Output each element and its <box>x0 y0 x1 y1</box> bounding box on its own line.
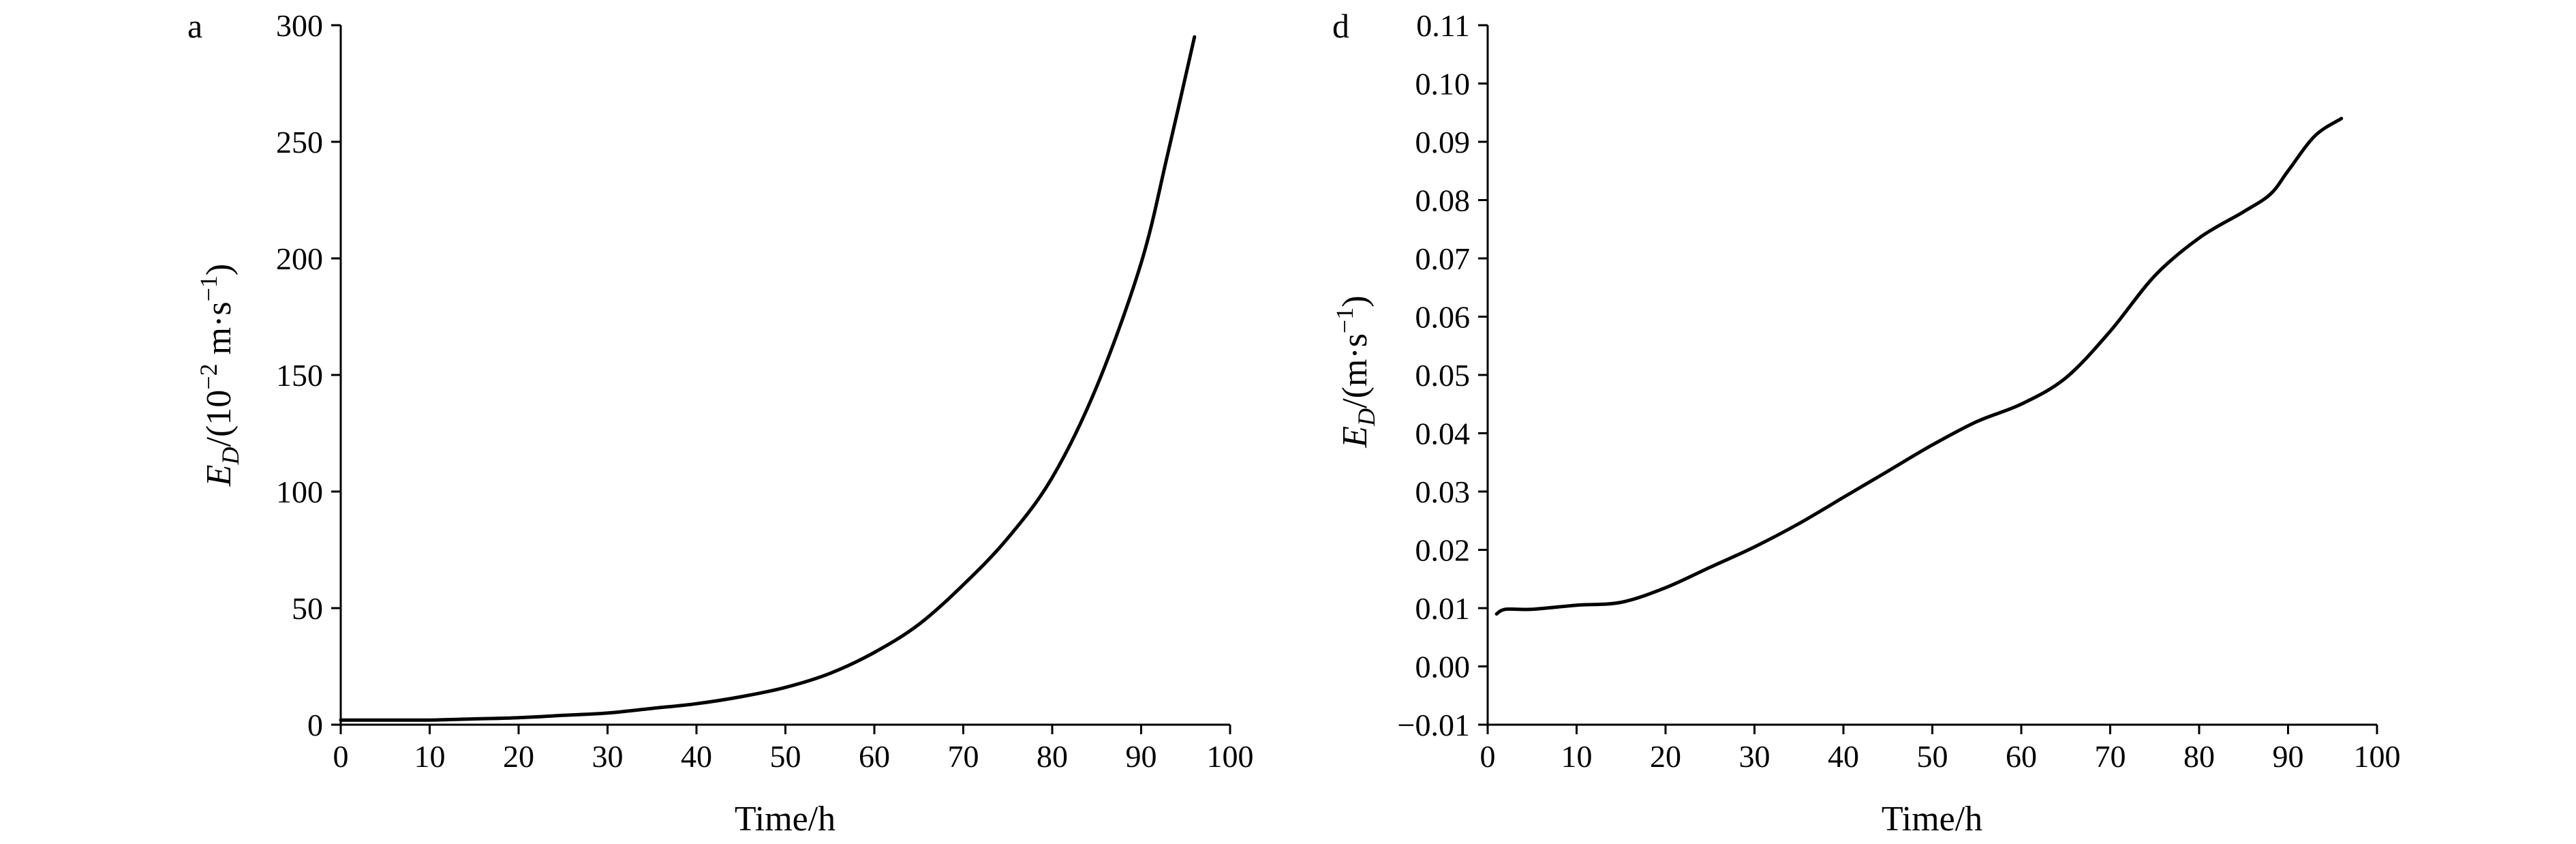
panel-a-y-tick-label: 200 <box>276 241 323 276</box>
panel-d-x-ticks: 0 10 20 30 40 50 60 70 80 90 100 <box>1480 725 2401 774</box>
panel-d-y-tick-label: 0.10 <box>1415 67 1471 102</box>
panel-d-y-tick-label: 0.05 <box>1415 358 1471 393</box>
panel-d-x-tick-label: 80 <box>2183 739 2215 774</box>
panel-a-x-tick-label: 0 <box>333 739 349 774</box>
panel-d-y-title-main: E <box>1336 426 1375 449</box>
panel-a-y-title-exp: −2 <box>195 363 222 389</box>
panel-a-y-tick-label: 150 <box>276 358 323 393</box>
panel-d-y-tick-label: 0.07 <box>1415 241 1471 276</box>
panel-a-y-title-close: ) <box>200 264 239 275</box>
panel-d-x-tick-label: 10 <box>1561 739 1593 774</box>
panel-a-x-tick-label: 40 <box>681 739 712 774</box>
panel-a-series-line-0 <box>339 35 1197 722</box>
panel-a-y-title-unit-rest: m·s <box>200 301 239 363</box>
panel-a-x-tick-label: 80 <box>1037 739 1068 774</box>
panel-a-y-axis-title: ED/(10−2 m·s−1) <box>195 264 244 487</box>
panel-a-x-tick-label: 60 <box>859 739 890 774</box>
panel-d-y-tick-label: 0.03 <box>1415 474 1471 509</box>
panel-a-x-tick-label: 20 <box>503 739 534 774</box>
panel-d-series <box>1494 117 2344 616</box>
panel-d-letter: d <box>1332 7 1349 45</box>
panel-a-y-title-unit: /(10 <box>200 390 239 447</box>
panel-d-x-tick-label: 30 <box>1739 739 1770 774</box>
panel-d-series-line-0 <box>1494 117 2344 616</box>
panel-a-y-title-unit-exp: −1 <box>195 275 222 301</box>
panel-a-x-tick-label: 90 <box>1126 739 1157 774</box>
panel-d-x-tick-label: 40 <box>1828 739 1859 774</box>
panel-a-x-axis-title: Time/h <box>735 800 835 839</box>
panel-d-y-tick-label: −0.01 <box>1398 708 1470 742</box>
panel-d-y-tick-label: 0.02 <box>1415 533 1471 568</box>
panel-a-letter: a <box>187 7 202 45</box>
panel-a-y-tick-label: 50 <box>292 591 323 626</box>
panel-d-y-tick-label: 0.00 <box>1415 650 1471 684</box>
panel-d-y-title-unit: /(m·s <box>1336 333 1375 408</box>
panel-a-y-title-sub: D <box>217 447 244 465</box>
panel-a-x-tick-label: 30 <box>592 739 624 774</box>
panel-a-y-tick-label: 250 <box>276 125 323 160</box>
panel-d-x-tick-label: 60 <box>2006 739 2037 774</box>
panel-d-y-tick-label: 0.08 <box>1415 183 1471 218</box>
panel-d-y-axis-title: ED/(m·s−1) <box>1331 295 1380 448</box>
panel-d-x-tick-label: 50 <box>1917 739 1948 774</box>
panel-a-x-tick-label: 70 <box>948 739 979 774</box>
panel-d-y-tick-label: 0.11 <box>1416 8 1470 43</box>
panel-a-x-tick-label: 10 <box>414 739 446 774</box>
panel-d-x-tick-label: 0 <box>1480 739 1496 774</box>
panel-d: d −0.01 0.00 0.01 0.02 0.03 0.04 0.05 0.06 0.07 0… <box>1331 7 2401 839</box>
panel-d-y-title-close: ) <box>1336 295 1375 307</box>
panel-d-y-title-unit-exp: −1 <box>1331 307 1358 333</box>
panel-a-x-tick-label: 100 <box>1207 739 1254 774</box>
panel-a-y-tick-label: 0 <box>307 708 323 742</box>
panel-d-y-ticks: −0.01 0.00 0.01 0.02 0.03 0.04 0.05 0.06 0.07 0.0… <box>1398 8 1488 742</box>
panel-a-x-tick-label: 50 <box>770 739 801 774</box>
panel-a-y-ticks: 0 50 100 150 200 250 300 <box>276 8 341 742</box>
panel-d-y-title-sub: D <box>1353 408 1380 427</box>
panel-d-y-tick-label: 0.04 <box>1415 417 1471 451</box>
panel-a-series <box>339 35 1197 722</box>
panel-d-x-tick-label: 20 <box>1650 739 1681 774</box>
panel-a-y-title-main: E <box>200 464 239 487</box>
panel-d-x-axis-title: Time/h <box>1882 800 1982 839</box>
panel-d-y-tick-label: 0.09 <box>1415 125 1471 160</box>
panel-a-y-tick-label: 100 <box>276 474 323 509</box>
panel-a-y-tick-label: 300 <box>276 8 323 43</box>
panel-d-x-tick-label: 90 <box>2273 739 2304 774</box>
panel-d-y-tick-label: 0.01 <box>1415 591 1471 626</box>
panel-a: a 0 50 100 150 200 250 300 0 10 20 30 40 50 60 70 80 90… <box>187 7 1254 839</box>
panel-d-x-tick-label: 100 <box>2354 739 2401 774</box>
panel-a-x-ticks: 0 10 20 30 40 50 60 70 80 90 100 <box>333 725 1254 774</box>
panel-d-y-tick-label: 0.06 <box>1415 300 1471 335</box>
panel-d-x-tick-label: 70 <box>2095 739 2126 774</box>
